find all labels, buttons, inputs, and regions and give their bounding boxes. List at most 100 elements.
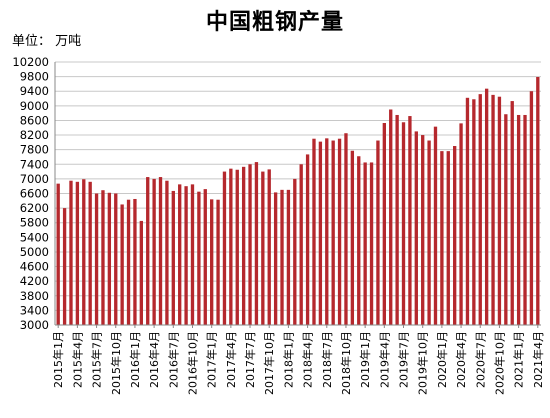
x-tick-label: 2019年10月 (416, 331, 430, 395)
y-tick-label: 7800 (20, 143, 49, 157)
x-tick-label: 2016年1月 (128, 331, 142, 388)
y-tick-label: 6600 (20, 187, 49, 201)
bar (325, 138, 329, 325)
x-tick-label: 2015年1月 (51, 331, 65, 388)
y-tick-label: 9000 (20, 99, 49, 113)
bar (395, 114, 399, 325)
bar (369, 162, 374, 325)
bar (491, 94, 495, 326)
bar (261, 171, 265, 325)
y-tick-label: 5000 (20, 245, 49, 259)
bar (357, 156, 361, 325)
y-tick-label: 9400 (20, 84, 49, 98)
bar (516, 114, 521, 325)
x-tick-label: 2017年10月 (262, 331, 276, 395)
bar (433, 126, 438, 326)
axes (54, 62, 541, 326)
bar (363, 162, 367, 325)
bar (389, 109, 393, 326)
x-tick-label: 2018年10月 (339, 331, 353, 395)
bar (178, 184, 182, 325)
bar (133, 198, 137, 325)
bar (465, 97, 470, 325)
bar (62, 208, 67, 325)
bar (497, 96, 502, 325)
y-tick-label: 10200 (12, 55, 49, 69)
bar (536, 76, 540, 325)
x-tick-label: 2021年1月 (512, 331, 526, 388)
x-tick-label: 2017年7月 (243, 331, 257, 388)
unit-label: 单位： 万吨 (12, 34, 82, 49)
bar (408, 116, 412, 325)
y-tick-label: 3000 (20, 318, 49, 332)
bar (459, 123, 463, 326)
bar (222, 171, 227, 325)
bar (126, 199, 131, 325)
y-tick-labels: 3000340038004200460050005400580062006600… (12, 55, 49, 332)
bar (114, 193, 118, 325)
bar (427, 140, 431, 325)
bar (171, 190, 175, 325)
bar (344, 133, 348, 325)
bar (529, 91, 534, 325)
bar (382, 123, 386, 325)
x-tick-label: 2015年7月 (90, 331, 104, 388)
bar (318, 141, 323, 325)
bar (504, 114, 508, 325)
y-tick-label: 9800 (20, 70, 49, 84)
bar (337, 138, 342, 325)
y-tick-label: 8600 (20, 113, 49, 127)
bar (146, 177, 150, 325)
x-tick-label: 2020年7月 (473, 331, 487, 388)
x-tick-label: 2016年4月 (147, 331, 161, 388)
bar (165, 180, 169, 325)
bar (401, 122, 406, 326)
bar (286, 189, 291, 325)
bar (312, 138, 316, 325)
x-tick-label: 2018年7月 (320, 331, 334, 388)
bar (120, 204, 124, 325)
y-tick-label: 3800 (20, 289, 49, 303)
y-tick-label: 7400 (20, 157, 49, 171)
chart-title: 中国粗钢产量 (205, 10, 344, 35)
bar (94, 193, 99, 325)
bar (305, 154, 310, 325)
bar (376, 140, 380, 325)
bar (107, 192, 112, 325)
y-tick-label: 8200 (20, 128, 49, 142)
x-tick-label: 2016年10月 (185, 331, 199, 395)
bar (241, 166, 246, 325)
bar (248, 164, 252, 325)
bar (267, 169, 271, 325)
bar (235, 169, 239, 325)
x-tick-label: 2019年7月 (397, 331, 411, 388)
y-tick-label: 7000 (20, 172, 49, 186)
bar (75, 181, 80, 325)
bar (184, 186, 188, 325)
bar (350, 150, 355, 325)
bar (216, 199, 220, 325)
x-tick-label: 2020年4月 (454, 331, 468, 388)
bar (152, 178, 156, 325)
bar (478, 94, 482, 325)
bar (453, 146, 457, 325)
x-tick-label: 2017年4月 (224, 331, 238, 388)
y-tick-label: 5800 (20, 216, 49, 230)
x-tick-label: 2020年1月 (435, 331, 449, 388)
bar (190, 184, 195, 325)
x-tick-label: 2021年4月 (531, 331, 545, 388)
bar (82, 179, 86, 325)
bar (414, 131, 418, 325)
y-tick-label: 3400 (20, 303, 49, 317)
bar (158, 177, 163, 325)
x-tick-label: 2019年1月 (358, 331, 372, 388)
bar (440, 151, 444, 325)
x-tick-label: 2017年1月 (205, 331, 219, 388)
x-tick-label: 2018年1月 (281, 331, 295, 388)
x-tick-label: 2015年10月 (109, 331, 123, 395)
bar (197, 191, 201, 325)
x-tick-label: 2020年10月 (492, 331, 506, 395)
bar (523, 114, 527, 325)
bar (56, 183, 60, 325)
bar (421, 135, 425, 325)
